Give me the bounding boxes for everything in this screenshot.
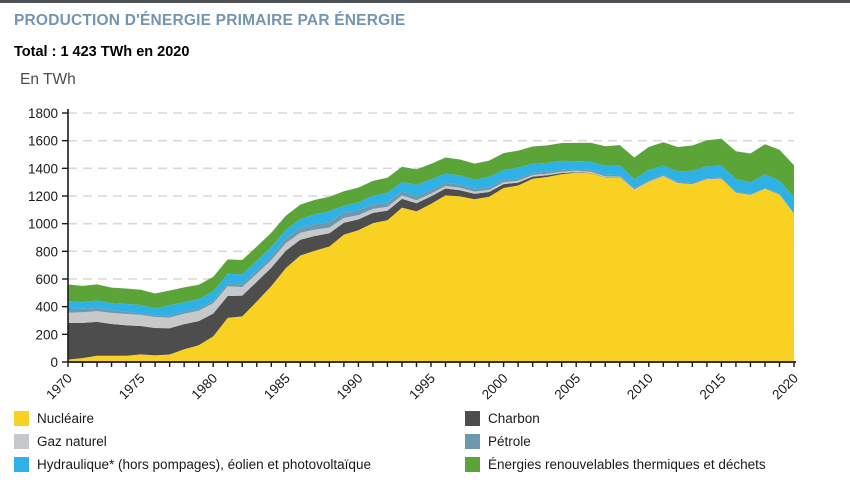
legend-label-4: Hydraulique* (hors pompages), éolien et … [37,457,371,472]
y-axis-unit-label: En TWh [20,71,76,88]
page-title: PRODUCTION D'ÉNERGIE PRIMAIRE PAR ÉNERGI… [14,12,406,29]
area-series-3 [68,169,794,318]
top-border [0,0,850,3]
legend-swatch-2 [14,434,29,449]
y-tick-label-1600: 1600 [28,134,58,149]
total-subtitle: Total : 1 423 TWh en 2020 [14,44,190,60]
y-tick-label-1400: 1400 [28,161,58,176]
legend-swatch-5 [465,457,480,472]
y-tick-label-1200: 1200 [28,189,58,204]
legend-swatch-0 [14,411,29,426]
legend-label-5: Énergies renouvelables thermiques et déc… [488,457,766,472]
x-tick-label-2015: 2015 [697,371,729,403]
x-tick-label-2010: 2010 [624,371,656,403]
y-tick-label-400: 400 [35,300,58,315]
stacked-area-chart: 0 200 400 600 800 1000 1200 1400 1600 1800 1970 197… [28,106,801,403]
legend-column-right: Charbon Pétrole Énergies renouvelables the… [465,407,845,476]
y-tick-label-800: 800 [35,244,58,259]
legend-item-0: Nucléaire [14,407,454,430]
area-series-5 [68,138,794,309]
area-series-0 [68,172,794,362]
legend-item-5: Énergies renouvelables thermiques et déc… [465,453,845,476]
y-tick-label-1000: 1000 [28,217,58,232]
x-tick-label-1975: 1975 [116,371,148,403]
legend-label-0: Nucléaire [37,411,95,426]
y-tick-label-1800: 1800 [28,106,58,121]
legend-swatch-1 [465,411,480,426]
x-tick-label-2000: 2000 [479,371,511,403]
x-tick-label-2020: 2020 [769,371,801,403]
legend-item-2: Gaz naturel [14,430,454,453]
x-tick-label-1985: 1985 [261,371,293,403]
legend-swatch-4 [14,457,29,472]
legend-label-1: Charbon [488,411,540,426]
legend-column-left: Nucléaire Gaz naturel Hydraulique* (hors p… [14,407,454,476]
legend-label-2: Gaz naturel [37,434,107,449]
legend-item-4: Hydraulique* (hors pompages), éolien et … [14,453,454,476]
legend-swatch-3 [465,434,480,449]
x-tick-label-1995: 1995 [406,371,438,403]
x-tick-label-2005: 2005 [551,371,583,403]
y-tick-label-200: 200 [35,327,58,342]
y-tick-label-0: 0 [50,355,58,370]
area-series-1 [68,172,794,360]
legend-item-3: Pétrole [465,430,845,453]
area-series-4 [68,160,794,316]
x-tick-label-1990: 1990 [334,371,366,403]
x-tick-label-1980: 1980 [188,371,220,403]
legend-label-3: Pétrole [488,434,531,449]
x-tick-label-1970: 1970 [43,371,75,403]
legend-item-1: Charbon [465,407,845,430]
y-tick-label-600: 600 [35,272,58,287]
area-series-2 [68,170,794,329]
